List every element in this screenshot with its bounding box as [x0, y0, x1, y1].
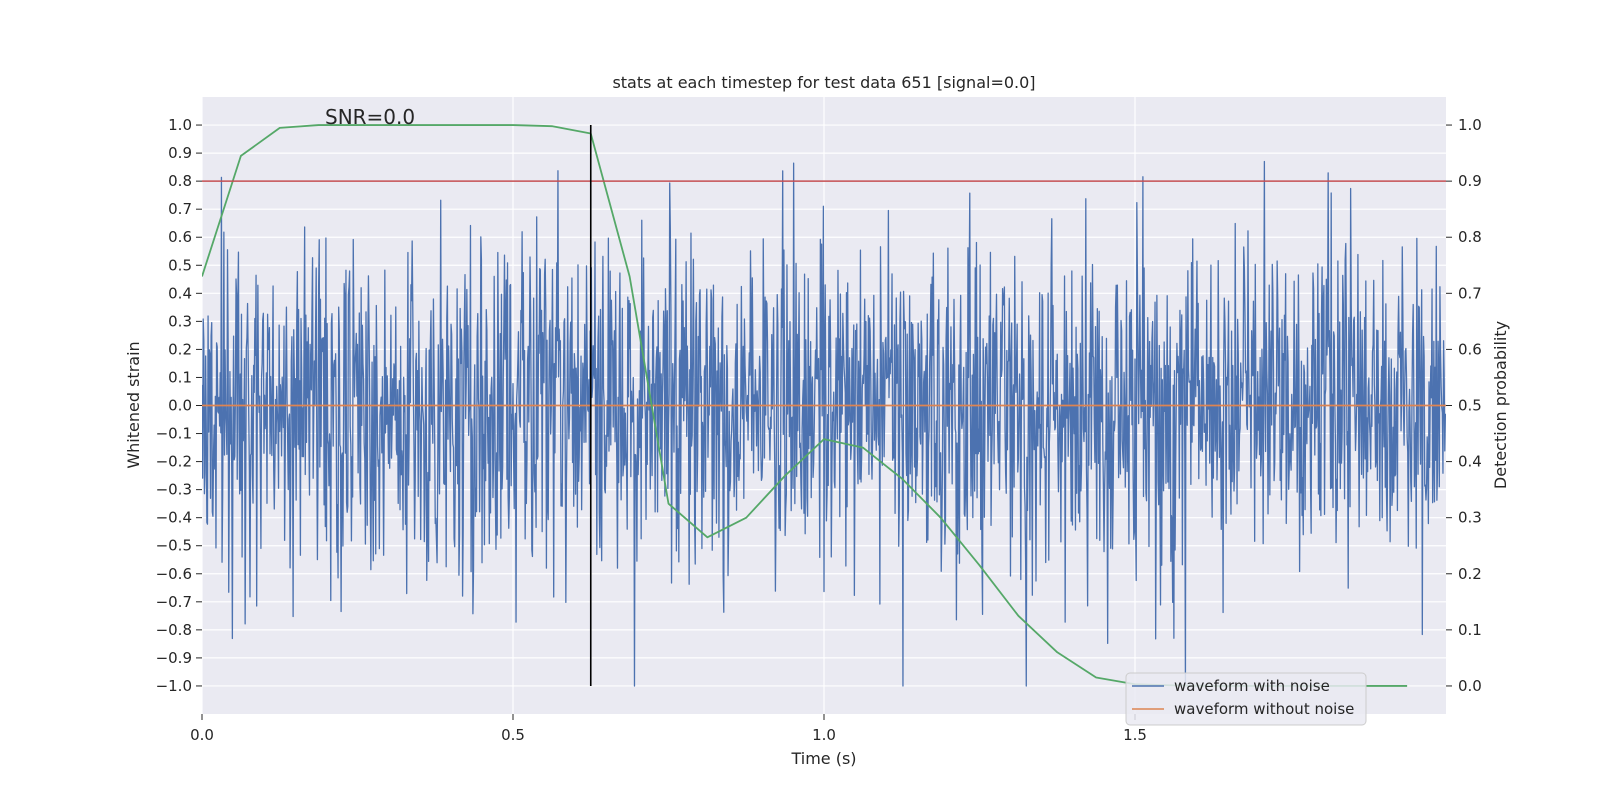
right-tick-label-7: 0.3 [1458, 509, 1482, 527]
right-tick-label-3: 0.7 [1458, 284, 1482, 302]
left-tick-label-17: −0.7 [156, 593, 192, 611]
right-y-axis-label: Detection probability [1491, 321, 1510, 489]
left-tick-label-9: 0.1 [168, 368, 192, 386]
right-tick-label-1: 0.9 [1458, 172, 1482, 190]
series-line-waveform-with-noise [202, 160, 1446, 687]
right-tick-label-5: 0.5 [1458, 397, 1482, 415]
right-tick-label-10: 0.0 [1458, 677, 1482, 695]
left-tick-label-15: −0.5 [156, 537, 192, 555]
left-y-axis-label: Whitened strain [124, 341, 143, 468]
left-tick-label-10: 0.0 [168, 397, 192, 415]
left-tick-label-19: −0.9 [156, 649, 192, 667]
left-tick-label-1: 0.9 [168, 144, 192, 162]
right-y-axis: 1.0 0.9 0.8 0.7 0.6 0.5 0.4 0.3 0.2 0.1 0.0 [1446, 116, 1482, 695]
x-axis-label: Time (s) [790, 749, 856, 768]
left-tick-label-7: 0.3 [168, 312, 192, 330]
left-tick-label-0: 1.0 [168, 116, 192, 134]
right-tick-label-9: 0.1 [1458, 621, 1482, 639]
left-tick-label-12: −0.2 [156, 453, 192, 471]
legend-box [1125, 672, 1367, 726]
left-tick-label-13: −0.3 [156, 481, 192, 499]
snr-annotation: SNR=0.0 [325, 105, 415, 129]
x-tick-label-0: 0.0 [190, 726, 214, 744]
legend-label-waveform-with-noise: waveform with noise [1174, 677, 1330, 695]
x-tick-label-1: 0.5 [501, 726, 525, 744]
right-tick-label-8: 0.2 [1458, 565, 1482, 583]
left-tick-label-6: 0.4 [168, 284, 192, 302]
legend-label-waveform-without-noise: waveform without noise [1174, 700, 1354, 718]
left-tick-label-8: 0.2 [168, 340, 192, 358]
left-tick-label-5: 0.5 [168, 256, 192, 274]
left-tick-label-3: 0.7 [168, 200, 192, 218]
left-tick-label-4: 0.6 [168, 228, 192, 246]
right-tick-label-0: 1.0 [1458, 116, 1482, 134]
right-tick-label-6: 0.4 [1458, 453, 1482, 471]
x-tick-label-2: 1.0 [812, 726, 836, 744]
x-tick-label-3: 1.5 [1123, 726, 1147, 744]
left-tick-label-14: −0.4 [156, 509, 192, 527]
legend: waveform with noise waveform without noi… [1125, 672, 1367, 726]
left-tick-label-20: −1.0 [156, 677, 192, 695]
x-axis: 0.0 0.5 1.0 1.5 [190, 714, 1147, 744]
chart-title: stats at each timestep for test data 651… [612, 73, 1035, 92]
left-tick-label-11: −0.1 [156, 425, 192, 443]
left-tick-label-2: 0.8 [168, 172, 192, 190]
left-y-axis: 1.0 0.9 0.8 0.7 0.6 0.5 0.4 0.3 0.2 0.1 0.0 −0.1 −0.… [156, 116, 202, 695]
left-tick-label-18: −0.8 [156, 621, 192, 639]
right-tick-label-2: 0.8 [1458, 228, 1482, 246]
right-tick-label-4: 0.6 [1458, 340, 1482, 358]
left-tick-label-16: −0.6 [156, 565, 192, 583]
